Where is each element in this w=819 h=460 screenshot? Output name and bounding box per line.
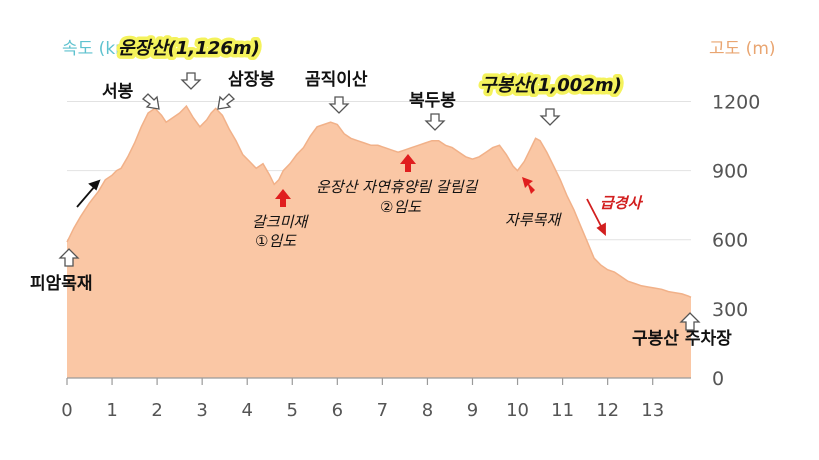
- arrow-down-icon: [328, 96, 350, 114]
- label-bokdubong: 복두봉: [409, 91, 456, 111]
- x-tick-label: 10: [506, 400, 529, 421]
- label-gogjikisan: 곰직이산: [305, 70, 368, 90]
- x-tick-label: 7: [377, 400, 388, 421]
- x-tick-label: 4: [241, 400, 252, 421]
- x-axis: 0 1 2 3 4 5 6 7 8 9 10 11 12 13: [61, 377, 691, 421]
- arrow-down-icon: [539, 108, 561, 126]
- peak-label-gubongsan: 구봉산(1,002m): [480, 75, 622, 96]
- label-start: 피암목재: [30, 274, 93, 294]
- x-tick-label: 2: [151, 400, 162, 421]
- altitude-axis-label: 고도 (m): [709, 39, 776, 59]
- y-tick-label: 900: [712, 161, 748, 183]
- marker-arrows: [58, 72, 701, 331]
- red-arrow-diag-icon: [522, 177, 535, 194]
- arrow-up-icon: [58, 248, 80, 267]
- arrow-down-icon: [180, 72, 202, 90]
- y-axis-ticks: 0 300 600 900 1200: [712, 91, 760, 390]
- y-tick-label: 0: [712, 368, 724, 390]
- label-road2: ②임도: [380, 198, 422, 216]
- label-galkumi: 갈크미재: [252, 213, 309, 231]
- x-tick-label: 1: [106, 400, 117, 421]
- y-tick-label: 600: [712, 230, 748, 252]
- label-jarumok: 자루목재: [505, 211, 562, 229]
- x-tick-label: 3: [196, 400, 207, 421]
- x-tick-label: 12: [596, 400, 619, 421]
- elevation-fill: [67, 106, 691, 378]
- peak-label-unjangsan: 운장산(1,126m): [118, 38, 260, 59]
- label-end: 구봉산 주차장: [632, 329, 732, 349]
- elevation-area: [66, 104, 692, 378]
- arrow-up-icon: [679, 312, 701, 331]
- x-tick-label: 9: [467, 400, 478, 421]
- label-seobong: 서봉: [102, 82, 134, 102]
- speed-axis-label: 속도 (km/h): [62, 39, 155, 59]
- arrow-diag-down-left-icon: [217, 93, 236, 110]
- y-tick-label: 300: [712, 299, 748, 321]
- x-tick-label: 5: [287, 400, 298, 421]
- red-arrow-up-icon: [275, 189, 291, 207]
- label-samjangbong: 삼장봉: [228, 70, 275, 90]
- red-arrows: [275, 154, 535, 207]
- x-tick-label: 11: [551, 400, 574, 421]
- label-road1: ①임도: [255, 232, 297, 250]
- climb-arrow-icon: [76, 179, 101, 208]
- red-arrow-up-icon: [400, 154, 416, 172]
- y-tick-label: 1200: [712, 91, 760, 113]
- arrow-down-icon: [424, 113, 446, 131]
- label-steep: 급경사: [600, 194, 644, 212]
- x-tick-label: 13: [641, 400, 664, 421]
- route-annotations: 운장산(1,126m) 구봉산(1,002m) 서봉 삼장봉 곰직이산 복두봉 …: [30, 35, 732, 350]
- elevation-line: [66, 104, 692, 298]
- steep-arrow-icon: [586, 198, 606, 236]
- x-tick-label: 6: [332, 400, 343, 421]
- label-forest-junction: 운장산 자연휴양림 갈림길: [316, 178, 479, 196]
- arrow-diag-down-right-icon: [141, 93, 160, 110]
- x-tick-label: 0: [61, 400, 72, 421]
- x-tick-label: 8: [422, 400, 433, 421]
